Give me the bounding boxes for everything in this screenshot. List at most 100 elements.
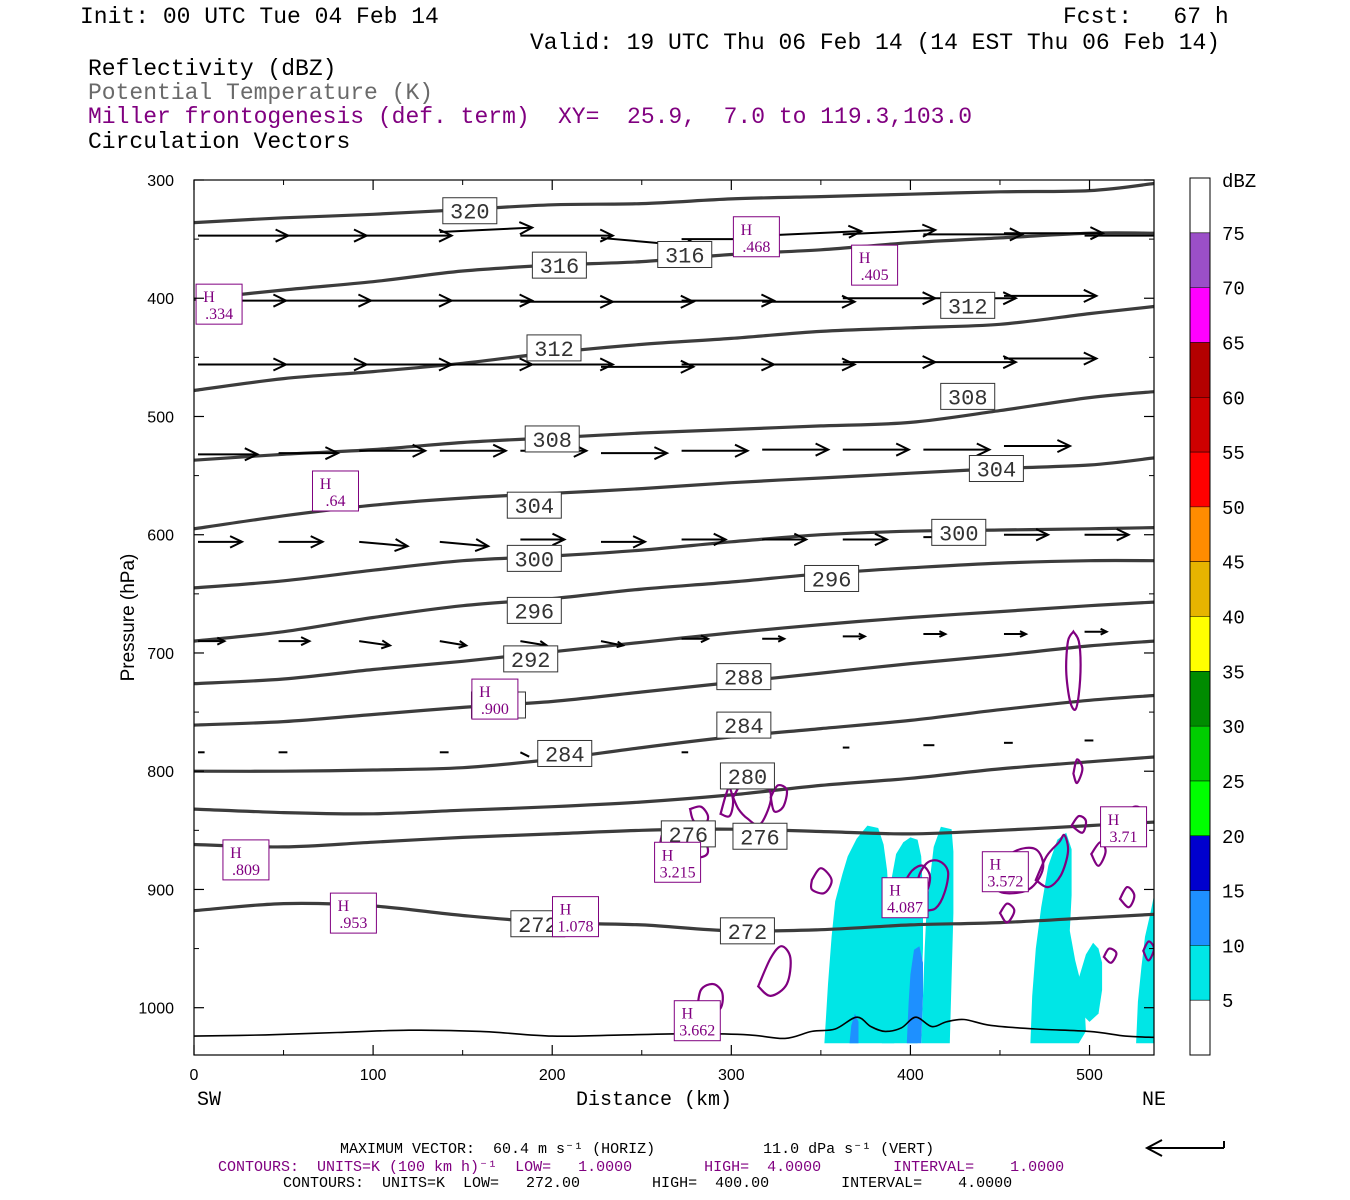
vector-head	[680, 359, 696, 374]
vector-head	[1116, 528, 1131, 542]
theta-contour-292	[194, 600, 1154, 686]
circulation-vector	[1003, 288, 1099, 303]
vector-head	[1083, 288, 1099, 303]
colorbar-swatch	[1190, 452, 1210, 507]
circulation-vector	[278, 535, 325, 549]
theta-label-box	[719, 917, 775, 945]
vector-head	[700, 634, 711, 644]
max-label-value: .405	[861, 267, 889, 284]
frontogenesis-max-label: H.468	[732, 216, 780, 258]
vector-head	[458, 640, 469, 649]
frontogenesis-contour	[1118, 885, 1136, 909]
reflectivity-region	[1030, 832, 1086, 1044]
theta-label-box	[506, 491, 562, 519]
theta-label-text: 284	[545, 743, 585, 768]
colorbar-label: 60	[1222, 388, 1245, 410]
colorbar-label: 55	[1222, 443, 1245, 465]
y-tick-label: 300	[147, 173, 174, 190]
vector-head	[1089, 226, 1106, 241]
y-tick-label: 800	[147, 764, 174, 781]
vector-head	[599, 228, 616, 243]
y-tick-label: 1000	[138, 1001, 174, 1018]
circulation-vector	[359, 228, 454, 243]
theta-label-box	[968, 455, 1024, 483]
colorbar-label: 50	[1222, 498, 1245, 520]
plot-area: 320 316 316 312 312 308 308 304 304 300 300 296 296 2…	[194, 181, 1154, 1044]
x-tick-label: 300	[718, 1067, 745, 1084]
colorbar-label: 45	[1222, 553, 1245, 575]
circulation-vector	[278, 636, 312, 647]
vector-head	[841, 357, 857, 372]
circulation-vector	[439, 221, 535, 236]
theta-label: 312	[526, 334, 582, 363]
theta-label-box	[940, 291, 996, 319]
max-label-box	[673, 1000, 721, 1042]
max-label-h: H	[230, 845, 242, 862]
circulation-vector	[439, 293, 535, 308]
circulation-vector	[681, 634, 711, 644]
max-label-value: 3.215	[660, 864, 696, 881]
circulation-vector	[359, 443, 428, 458]
x-tick-label: 200	[539, 1067, 566, 1084]
theta-label: 280	[719, 762, 775, 791]
circulation-vector	[762, 634, 787, 643]
max-label-value: .64	[325, 493, 345, 510]
reference-vector-head	[1144, 1139, 1163, 1157]
colorbar-label: 30	[1222, 717, 1245, 739]
frontogenesis-contour	[1102, 947, 1118, 964]
theta-label: 300	[931, 518, 987, 547]
x-tick-label: 400	[897, 1067, 924, 1084]
frontogenesis-max-label: H4.087	[881, 877, 929, 919]
theta-label: 316	[657, 240, 713, 269]
vector-head	[858, 632, 868, 641]
colorbar-swatch	[1190, 287, 1210, 343]
vector-head	[1056, 439, 1073, 454]
vector-head	[216, 636, 227, 646]
vector-head	[229, 535, 245, 549]
circulation-vector	[681, 443, 750, 458]
theta-label: 304	[506, 491, 562, 520]
frontogenesis-max-label: H.334	[195, 283, 243, 325]
vector-head	[616, 640, 626, 649]
frontogenesis-contour	[1070, 814, 1088, 834]
circulation-vector	[359, 293, 454, 308]
colorbar-swatch	[1190, 506, 1210, 562]
colorbar-label: 10	[1222, 936, 1245, 958]
max-label-box	[981, 851, 1029, 893]
circulation-vector	[1003, 351, 1099, 366]
vector-shaft	[842, 228, 936, 236]
colorbar-label: 20	[1222, 827, 1245, 849]
theta-contour-308	[194, 390, 1154, 462]
circulation-vector	[681, 357, 777, 372]
circulation-vector	[1003, 439, 1073, 454]
circulation-vector	[681, 532, 728, 547]
frontogenesis-max-label: H1.078	[551, 896, 599, 938]
y-tick-label: 900	[147, 882, 174, 899]
circulation-vector	[600, 535, 648, 549]
circulation-vector	[198, 447, 260, 462]
vector-head	[653, 446, 670, 461]
circulation-vector	[278, 446, 341, 461]
frontogenesis-max-label: H3.215	[654, 841, 702, 883]
frontogenesis-max-label: H.809	[222, 839, 270, 881]
vector-shaft	[439, 640, 467, 647]
vector-head	[815, 442, 831, 457]
circulation-vector	[762, 532, 809, 547]
vector-head	[599, 357, 616, 372]
vector-head	[300, 636, 312, 647]
vector-head	[1009, 227, 1025, 242]
theta-label-text: 288	[724, 667, 764, 692]
legend-theta: Potential Temperature (K)	[88, 80, 434, 106]
theta-label: 296	[506, 596, 562, 625]
max-label-value: 3.572	[987, 874, 1023, 891]
valid-time: Valid: 19 UTC Thu 06 Feb 14 (14 EST Thu …	[530, 30, 1221, 56]
max-label-box	[881, 877, 929, 919]
circulation-vector	[923, 227, 1025, 242]
circulation-vector	[600, 640, 626, 649]
circulation-vector	[359, 538, 410, 553]
vector-head	[1019, 630, 1029, 638]
colorbar-swatch	[1190, 232, 1210, 288]
vector-head	[519, 293, 535, 308]
theta-label-box	[506, 596, 562, 624]
theta-label: 308	[524, 425, 580, 454]
